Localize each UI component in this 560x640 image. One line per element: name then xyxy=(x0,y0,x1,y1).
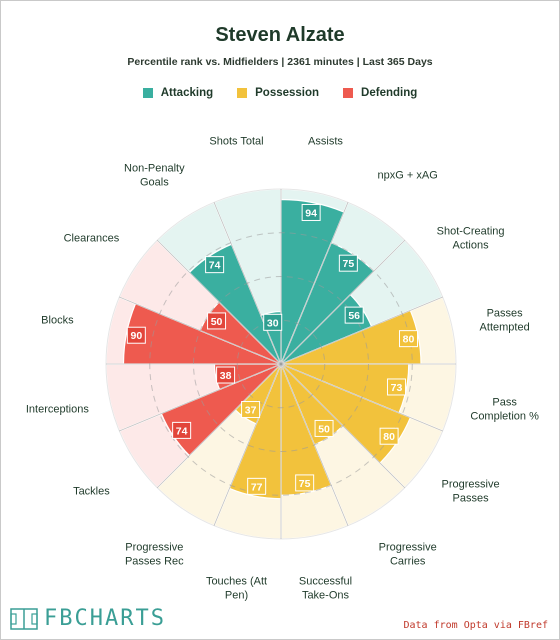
value-label-touches-att-pen: 77 xyxy=(251,481,263,493)
value-label-progressive-passes-rec: 37 xyxy=(245,405,257,417)
axis-label-npxg-xag: npxG + xAG xyxy=(378,169,438,181)
value-label-pass-completion: 73 xyxy=(391,382,403,394)
axis-label-tackles: Tackles xyxy=(73,486,110,498)
axis-label-progressive-passes-rec: Progressive Passes Rec xyxy=(125,542,184,568)
value-label-bg-tackles xyxy=(172,421,192,439)
chart-legend: Attacking Possession Defending xyxy=(0,87,560,99)
brand-logo: FBCHARTS xyxy=(10,606,166,631)
legend-label-defending: Defending xyxy=(361,87,418,99)
value-label-bg-shot-creating-actions xyxy=(344,306,364,324)
legend-item-possession: Possession xyxy=(237,87,319,99)
spoke-14 xyxy=(156,239,282,365)
value-label-assists: 94 xyxy=(305,207,317,219)
value-label-bg-blocks xyxy=(126,326,146,344)
axis-label-interceptions: Interceptions xyxy=(26,403,89,415)
brand-name: FBCHARTS xyxy=(44,606,166,631)
value-label-bg-progressive-passes-rec xyxy=(241,401,261,419)
value-label-progressive-passes: 80 xyxy=(383,431,395,443)
value-label-progressive-carries: 50 xyxy=(318,423,330,435)
axis-label-clearances: Clearances xyxy=(64,232,120,244)
spoke-2 xyxy=(280,239,406,365)
value-label-bg-progressive-carries xyxy=(314,419,334,437)
axis-label-progressive-carries: Progressive Carries xyxy=(379,542,437,568)
spoke-3 xyxy=(280,296,443,365)
chart-subtitle: Percentile rank vs. Midfielders | 2361 m… xyxy=(127,56,433,68)
value-label-npxg-xag: 75 xyxy=(343,258,355,270)
value-label-shots-total: 30 xyxy=(267,317,279,329)
spoke-15 xyxy=(213,202,282,365)
spoke-13 xyxy=(119,296,282,365)
spoke-9 xyxy=(213,363,282,526)
legend-label-possession: Possession xyxy=(255,87,320,99)
legend-item-attacking: Attacking xyxy=(142,87,214,99)
value-label-bg-clearances xyxy=(207,312,227,330)
axis-label-shot-creating-actions: Shot-Creating Actions xyxy=(437,225,505,251)
legend-item-defending: Defending xyxy=(343,87,417,99)
axis-label-shots-total: Shots Total xyxy=(209,135,263,147)
data-credit: Data from Opta via FBref xyxy=(403,620,549,631)
value-label-bg-shots-total xyxy=(263,313,283,331)
chart-title: Steven Alzate xyxy=(215,24,345,46)
axis-label-progressive-passes: Progressive Passes xyxy=(442,479,500,505)
axis-label-blocks: Blocks xyxy=(41,315,74,327)
value-label-blocks: 90 xyxy=(130,330,142,342)
spoke-6 xyxy=(280,363,406,489)
axis-label-non-penalty-goals: Non-Penalty Goals xyxy=(124,162,185,188)
value-label-bg-assists xyxy=(301,203,321,221)
axis-label-passes-attempted: Passes Attempted xyxy=(480,308,530,334)
value-label-passes-attempted: 80 xyxy=(403,334,415,346)
value-label-bg-non-penalty-goals xyxy=(205,256,225,274)
value-label-bg-pass-completion xyxy=(386,378,406,396)
value-label-bg-npxg-xag xyxy=(338,254,358,272)
legend-label-attacking: Attacking xyxy=(160,87,214,99)
value-label-bg-touches-att-pen xyxy=(247,477,267,495)
value-label-interceptions: 38 xyxy=(220,370,232,382)
axis-label-pass-completion: Pass Completion % xyxy=(470,396,539,422)
spoke-5 xyxy=(280,363,443,432)
axis-label-assists: Assists xyxy=(308,135,343,147)
legend-swatch-attacking xyxy=(142,88,153,98)
axis-label-touches-att-pen: Touches (Att Pen) xyxy=(206,576,267,602)
value-label-successful-take-ons: 75 xyxy=(299,478,311,490)
spoke-10 xyxy=(156,363,282,489)
value-label-clearances: 50 xyxy=(211,316,223,328)
spoke-7 xyxy=(280,363,349,526)
axis-label-successful-take-ons: Successful Take-Ons xyxy=(299,576,352,602)
pitch-icon xyxy=(10,607,38,630)
value-label-bg-passes-attempted xyxy=(399,330,418,348)
value-label-non-penalty-goals: 74 xyxy=(209,260,221,272)
value-label-shot-creating-actions: 56 xyxy=(348,310,360,322)
legend-swatch-defending xyxy=(343,88,354,98)
value-label-tackles: 74 xyxy=(176,425,188,437)
value-label-bg-progressive-passes xyxy=(379,427,399,445)
value-label-bg-successful-take-ons xyxy=(295,474,315,492)
legend-swatch-possession xyxy=(237,88,248,98)
spoke-11 xyxy=(119,363,282,432)
spoke-1 xyxy=(280,202,349,365)
value-label-bg-interceptions xyxy=(216,366,236,384)
